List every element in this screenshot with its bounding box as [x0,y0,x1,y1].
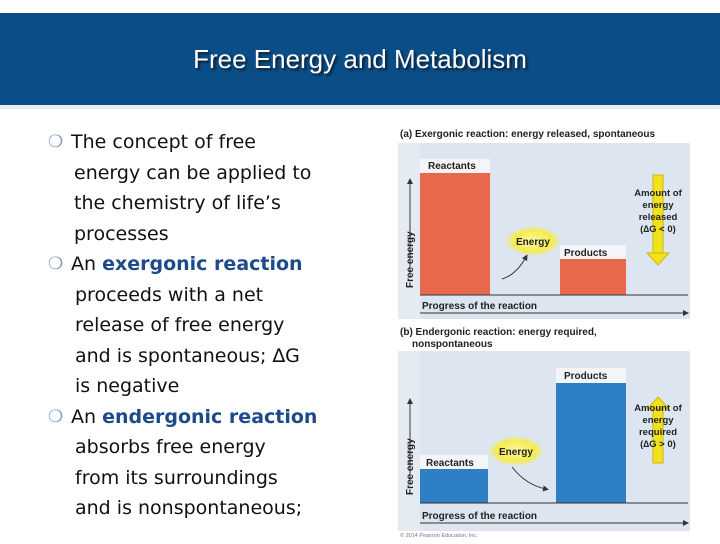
title-underline [0,105,720,109]
panel-b-reactants-bar [420,469,488,503]
bullet-leaf-icon: ❍ [48,132,64,152]
keyword-endergonic: endergonic reaction [102,405,318,428]
panel-b-y-label: Free energy [405,438,416,495]
panel-b-energy-label: Energy [499,447,533,458]
panel-b-amount-line: Amount of [634,403,682,414]
panel-b-caption: (b) Endergonic reaction: energy required… [400,327,597,338]
panel-b-energy-arrow [511,466,549,492]
panel-a-energy-arrow [501,254,528,280]
bullet-item: ❍ An exergonic reaction proceeds with a … [48,249,368,402]
free-energy-figure: (a) Exergonic reaction: energy released,… [398,123,690,540]
panel-b-reactants-label: Reactants [426,458,474,469]
panel-a-products-bar [560,259,626,295]
panel-a-amount-line: Amount of [634,188,682,199]
bullet-line: absorbs free energy [75,436,266,458]
bullet-leaf-icon: ❍ [48,406,64,427]
slide-title: Free Energy and Metabolism [193,44,527,74]
bullet-item: ❍ An endergonic reaction absorbs free en… [48,402,368,524]
bullet-line: the chemistry of life’s [74,192,281,214]
bullet-prefix: An [71,405,103,428]
panel-a-amount-line: energy [642,200,674,211]
bullet-line: and is nonspontaneous; [75,497,303,519]
keyword-exergonic: exergonic reaction [102,253,303,275]
panel-a-reactants-label: Reactants [428,161,476,172]
panel-a-reactants-bar [420,173,490,295]
figure-svg: (a) Exergonic reaction: energy released,… [398,129,690,539]
bullet-line: release of free energy [75,314,285,336]
panel-b-products-label: Products [564,371,608,382]
bullet-line: proceeds with a net [75,283,264,306]
panel-a-caption: (a) Exergonic reaction: energy released,… [400,129,656,140]
bullet-prefix: An [71,253,103,275]
panel-a-amount-line: (∆G < 0) [640,224,676,235]
bullet-item: ❍ The concept of free energy can be appl… [48,127,368,249]
panel-b-amount-line: (∆G > 0) [640,439,676,450]
panel-a-energy-label: Energy [516,237,550,248]
bullet-line: from its surroundings [75,466,278,489]
panel-b-x-label: Progress of the reaction [422,511,537,522]
panel-b-caption: nonspontaneous [412,339,493,350]
panel-a-products-label: Products [564,248,608,259]
bullet-line: and is spontaneous; ∆G [75,344,300,367]
bullet-line: processes [74,222,169,245]
bullet-list: ❍ The concept of free energy can be appl… [48,127,368,524]
panel-b-amount-line: required [639,427,677,438]
panel-a-x-label: Progress of the reaction [422,301,537,312]
bullet-line: The concept of free [71,131,256,153]
panel-a-amount-line: released [639,212,678,223]
bullet-line: is negative [75,375,180,397]
panel-b-energy-glow [488,436,544,466]
panel-a-energy-glow [505,226,561,256]
bullet-leaf-icon: ❍ [48,254,64,274]
bullet-line: energy can be applied to [74,161,312,184]
figure-copyright: © 2014 Pearson Education, Inc. [400,532,478,539]
title-bar [0,13,720,105]
panel-a-y-label: Free energy [405,231,416,288]
panel-b-amount-line: energy [642,415,674,426]
panel-b-products-bar [556,383,626,503]
